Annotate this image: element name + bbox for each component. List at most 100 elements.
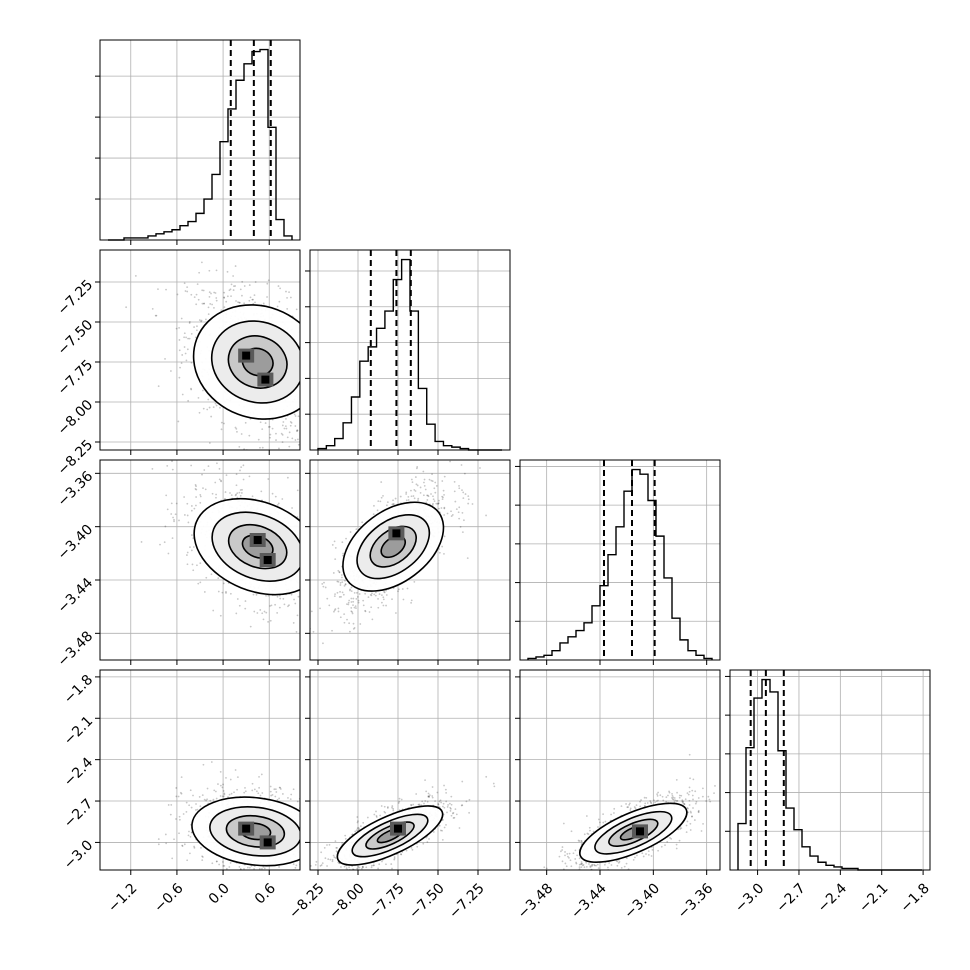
sample-point xyxy=(382,596,385,599)
sample-point xyxy=(374,591,377,594)
sample-point xyxy=(304,399,306,401)
sample-point xyxy=(407,499,410,501)
sample-point xyxy=(263,610,266,613)
sample-point xyxy=(334,558,337,560)
sample-point xyxy=(311,824,313,826)
sample-point xyxy=(197,396,200,399)
sample-point xyxy=(284,425,287,427)
sample-point xyxy=(165,842,168,845)
sample-point xyxy=(294,415,297,417)
sample-point xyxy=(377,597,379,600)
sample-point xyxy=(275,432,277,435)
sample-point xyxy=(435,485,438,487)
sample-point xyxy=(314,560,316,562)
sample-point xyxy=(279,786,282,789)
sample-point xyxy=(331,605,333,607)
sample-point xyxy=(332,582,334,584)
sample-point xyxy=(335,480,337,482)
sample-point xyxy=(374,594,377,597)
sample-point xyxy=(417,499,419,502)
hist-frame-2 xyxy=(519,459,721,661)
sample-point xyxy=(343,585,346,587)
sample-point xyxy=(177,795,180,798)
sample-point xyxy=(343,613,346,616)
sample-point xyxy=(151,307,154,310)
sample-point xyxy=(334,553,336,555)
sample-point xyxy=(301,334,303,336)
sample-point xyxy=(323,556,325,558)
sample-point xyxy=(219,770,222,773)
sample-point xyxy=(271,793,274,796)
sample-point xyxy=(450,795,453,798)
sample-point xyxy=(442,496,444,499)
sample-point xyxy=(335,571,337,573)
sample-point xyxy=(203,798,206,801)
sample-point xyxy=(311,576,313,578)
sample-point xyxy=(292,879,294,881)
sample-point xyxy=(386,501,389,504)
sample-point xyxy=(302,359,304,361)
sample-point xyxy=(233,791,235,794)
sample-point xyxy=(225,474,228,477)
sample-point xyxy=(303,394,305,396)
sample-point xyxy=(157,288,159,291)
sample-point xyxy=(322,823,324,825)
sample-point xyxy=(190,534,193,536)
sample-point xyxy=(448,802,451,805)
sample-point xyxy=(211,492,214,495)
sample-point xyxy=(442,489,445,492)
sample-point xyxy=(313,372,315,374)
sample-point xyxy=(240,433,243,435)
sample-point xyxy=(157,385,160,388)
sample-point xyxy=(222,795,225,798)
sample-point xyxy=(290,422,293,424)
sample-point xyxy=(329,593,331,595)
sample-point xyxy=(303,848,305,850)
sample-point xyxy=(281,433,284,436)
sample-point xyxy=(273,788,276,791)
sample-point xyxy=(414,476,417,478)
sample-point xyxy=(215,297,218,299)
sample-point xyxy=(305,593,307,595)
sample-point xyxy=(195,329,198,332)
sample-point xyxy=(207,465,210,468)
sample-point xyxy=(301,817,303,819)
sample-point xyxy=(322,642,324,645)
sample-point xyxy=(253,610,256,613)
sample-point xyxy=(431,480,434,483)
sample-point xyxy=(274,603,277,606)
sample-point xyxy=(380,496,383,499)
sample-point xyxy=(207,306,210,309)
sample-point xyxy=(294,425,297,427)
sample-point xyxy=(288,445,291,448)
sample-point xyxy=(283,603,286,606)
sample-point xyxy=(184,290,187,292)
sample-point xyxy=(203,302,205,305)
sample-point xyxy=(173,518,175,521)
sample-point xyxy=(330,575,332,577)
sample-point xyxy=(296,800,299,803)
sample-point xyxy=(242,464,245,467)
sample-point xyxy=(276,504,279,506)
sample-point xyxy=(301,388,303,390)
sample-point xyxy=(265,611,268,614)
sample-point xyxy=(339,582,342,584)
sample-point xyxy=(359,825,362,828)
sample-point xyxy=(188,804,191,807)
sample-point xyxy=(217,590,220,593)
sample-point xyxy=(215,797,218,800)
sample-point xyxy=(335,355,337,357)
sample-point xyxy=(305,411,307,413)
sample-point xyxy=(350,607,353,609)
sample-point xyxy=(427,792,430,795)
sample-point xyxy=(453,490,456,493)
sample-point xyxy=(324,550,326,552)
sample-point xyxy=(228,870,230,872)
sample-point xyxy=(271,492,274,495)
sample-point xyxy=(300,573,302,575)
sample-point xyxy=(297,443,300,446)
sample-point xyxy=(213,291,216,294)
sample-point xyxy=(402,598,405,601)
sample-point xyxy=(424,488,427,491)
sample-point xyxy=(166,464,169,467)
